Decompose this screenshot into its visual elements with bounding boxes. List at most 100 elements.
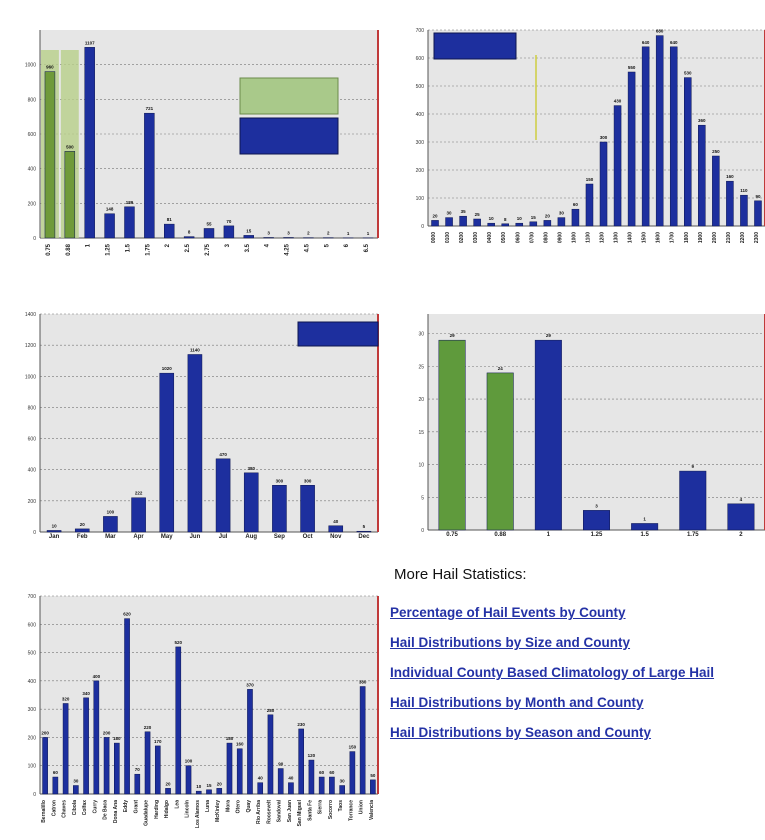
bar-value-label: 20: [545, 213, 551, 218]
bar: [154, 745, 161, 795]
bar-value-label: 640: [670, 40, 678, 45]
bar-value-label: 10: [517, 216, 523, 221]
more-hail-statistics-heading: More Hail Statistics:: [394, 566, 527, 583]
bar-value-label: 960: [46, 65, 54, 70]
bar-value-label: 8: [504, 217, 507, 222]
bar: [52, 776, 59, 795]
bar-value-label: 620: [123, 612, 131, 617]
bar-value-label: 300: [304, 478, 312, 483]
y-tick-label: 800: [28, 97, 37, 103]
y-tick-label: 1000: [25, 63, 36, 69]
bar: [93, 680, 100, 795]
x-tick-label: 0500: [501, 232, 507, 243]
bar-value-label: 400: [93, 674, 101, 679]
x-tick-label: Dona Ana: [113, 800, 119, 823]
bar-value-label: 100: [107, 509, 115, 514]
link-distributions-by-season-county[interactable]: Hail Distributions by Season and County: [390, 725, 652, 740]
bar: [684, 77, 692, 227]
bar: [438, 339, 466, 531]
x-tick-label: Luna: [205, 800, 211, 812]
x-tick-label: 3: [225, 243, 231, 247]
bar: [318, 776, 325, 795]
bar: [272, 485, 287, 533]
x-tick-label: 2: [165, 243, 171, 247]
link-distributions-by-month-county[interactable]: Hail Distributions by Month and County: [390, 695, 644, 710]
bar-value-label: 30: [340, 779, 346, 784]
y-tick-label: 300: [416, 140, 425, 146]
x-tick-label: 0800: [543, 232, 549, 243]
x-tick-label: Jun: [190, 534, 201, 540]
bar-value-label: 222: [135, 491, 143, 496]
x-tick-label: Jan: [49, 534, 60, 540]
bar-value-label: 29: [450, 333, 456, 338]
bar-value-label: 160: [726, 174, 734, 179]
bar: [164, 223, 175, 239]
x-tick-label: Santa Fe: [307, 800, 313, 821]
bar: [308, 759, 315, 795]
bar-value-label: 150: [586, 177, 594, 182]
x-tick-label: 0.88: [66, 243, 72, 255]
x-tick-label: Mar: [105, 534, 116, 540]
link-percentage-by-county[interactable]: Percentage of Hail Events by County: [390, 605, 626, 620]
bar: [42, 737, 48, 795]
x-tick-label: 2.5: [185, 243, 191, 252]
x-tick-label: Feb: [77, 534, 88, 540]
bar-value-label: 250: [712, 149, 720, 154]
y-tick-label: 200: [28, 201, 37, 207]
bar: [263, 237, 274, 239]
bar-value-label: 2: [327, 231, 330, 236]
bar: [203, 228, 215, 239]
x-tick-label: 1900: [698, 232, 704, 243]
bar: [206, 789, 212, 795]
y-tick-label: 700: [28, 594, 37, 600]
link-distributions-by-size-county[interactable]: Hail Distributions by Size and County: [390, 635, 631, 650]
x-tick-label: 1.25: [106, 243, 112, 255]
x-tick-label: 1.25: [591, 532, 603, 538]
bar: [64, 151, 76, 239]
y-tick-label: 0: [33, 792, 36, 798]
bar: [300, 485, 315, 533]
bar-value-label: 20: [433, 213, 439, 218]
y-tick-label: 25: [418, 364, 424, 370]
bar-value-label: 9: [692, 464, 695, 469]
x-tick-label: Eddy: [123, 800, 129, 812]
bar: [216, 788, 223, 795]
x-tick-label: 1400: [628, 232, 634, 243]
x-tick-label: Taos: [338, 800, 344, 812]
x-tick-label: 1.75: [687, 532, 699, 538]
bar: [679, 470, 707, 531]
bar-value-label: 40: [258, 776, 264, 781]
link-county-climatology-large-hail[interactable]: Individual County Based Climatology of L…: [390, 665, 715, 680]
x-tick-label: Mora: [225, 800, 231, 812]
bar-value-label: 60: [573, 202, 579, 207]
bar-value-label: 1140: [190, 347, 200, 352]
bar-value-label: 300: [276, 478, 284, 483]
bar-value-label: 10: [196, 784, 202, 789]
bar: [226, 742, 233, 795]
hail-time-of-day-chart: 0100200300400500600700200000300100350200…: [416, 28, 765, 243]
bar: [329, 776, 335, 795]
bar: [144, 112, 155, 239]
x-tick-label: Grant: [133, 800, 139, 814]
x-tick-label: Lincoln: [185, 800, 191, 818]
bar-value-label: 380: [359, 680, 367, 685]
y-tick-label: 30: [418, 332, 424, 338]
plot-area: [428, 30, 765, 226]
bar-value-label: 160: [236, 742, 244, 747]
bar-value-label: 2: [307, 231, 310, 236]
x-tick-label: Hidalgo: [164, 800, 170, 818]
bar-value-label: 370: [246, 682, 254, 687]
y-tick-label: 200: [416, 168, 425, 174]
bar-value-label: 150: [349, 745, 357, 750]
bar-value-label: 70: [226, 219, 232, 224]
y-tick-label: 400: [28, 167, 37, 173]
bar: [131, 497, 146, 533]
bar-value-label: 220: [144, 725, 152, 730]
bar: [257, 782, 264, 795]
bar: [243, 235, 254, 239]
more-hail-statistics: More Hail Statistics: Percentage of Hail…: [388, 566, 765, 755]
bar: [359, 686, 366, 795]
x-tick-label: 3.5: [245, 243, 251, 252]
x-tick-label: San Juan: [287, 800, 293, 822]
x-tick-label: Curry: [92, 800, 98, 814]
